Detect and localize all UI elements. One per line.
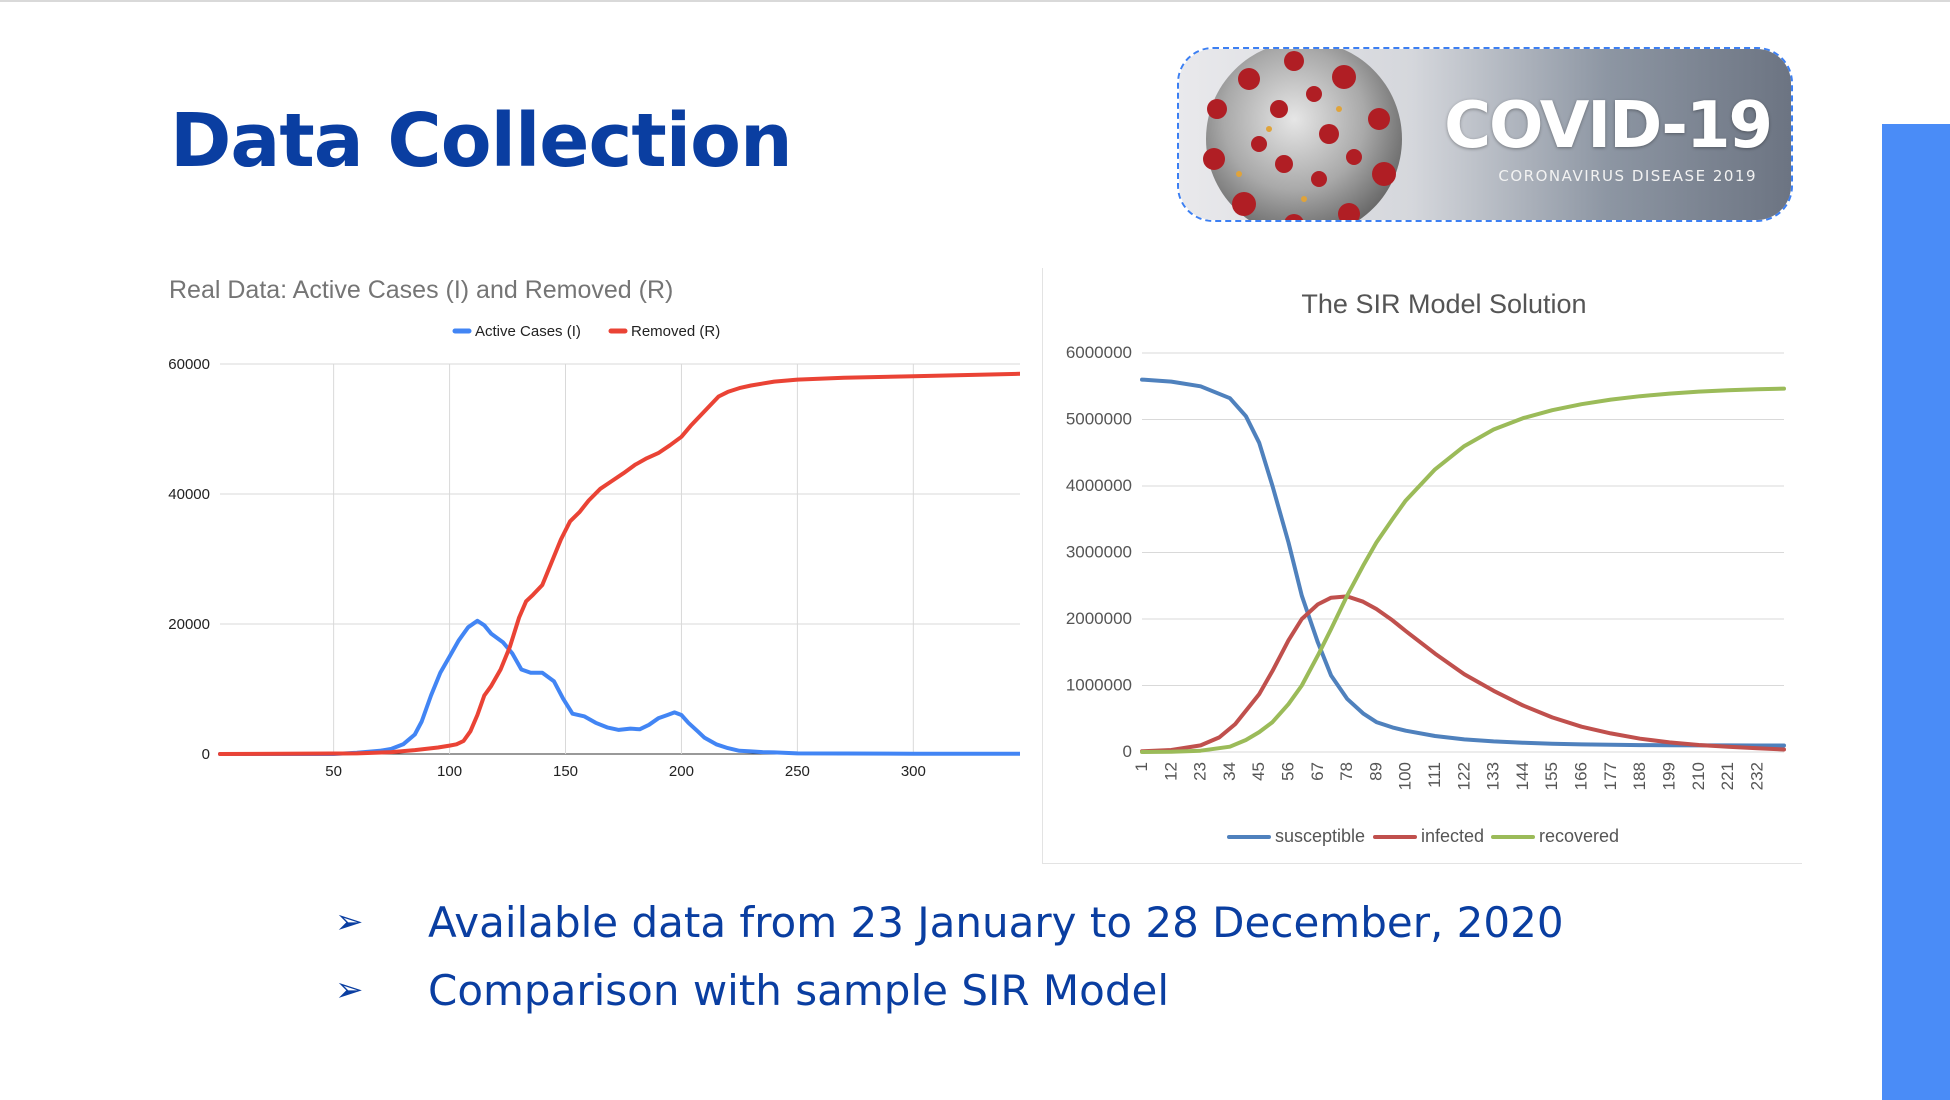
covid-banner-image: COVID-19 CORONAVIRUS DISEASE 2019 [1177, 47, 1793, 222]
x-tick-label: 50 [325, 763, 342, 780]
series-line-removed-r [218, 371, 1020, 756]
x-tick-label: 166 [1572, 762, 1591, 790]
x-tick-label: 221 [1718, 762, 1737, 790]
x-tick-label: 122 [1454, 762, 1473, 790]
chart-title: The SIR Model Solution [1301, 289, 1586, 319]
x-tick-label: 45 [1249, 762, 1268, 781]
y-tick-label: 2000000 [1066, 609, 1132, 628]
y-tick-label: 0 [202, 746, 210, 763]
legend-label: recovered [1539, 826, 1619, 846]
x-tick-label: 56 [1279, 762, 1298, 781]
x-tick-label: 250 [785, 763, 810, 780]
arrow-bullet-icon: ➢ [335, 902, 364, 942]
y-tick-label: 1000000 [1066, 676, 1132, 695]
x-tick-label: 200 [669, 763, 694, 780]
x-tick-label: 210 [1689, 762, 1708, 790]
x-tick-label: 144 [1513, 762, 1532, 790]
y-tick-label: 3000000 [1066, 543, 1132, 562]
y-tick-label: 5000000 [1066, 410, 1132, 429]
y-tick-label: 60000 [168, 356, 210, 373]
sir-chart-frame [1042, 268, 1802, 864]
y-tick-label: 4000000 [1066, 476, 1132, 495]
y-tick-label: 6000000 [1066, 343, 1132, 362]
x-tick-label: 67 [1308, 762, 1327, 781]
legend-label: Active Cases (I) [475, 323, 581, 340]
series-line-infected [1140, 594, 1786, 754]
series-line-active-cases-i [218, 618, 1020, 756]
x-tick-label: 89 [1366, 762, 1385, 781]
banner-title: COVID-19 [1444, 89, 1773, 163]
chart-title: Real Data: Active Cases (I) and Removed … [169, 276, 673, 304]
legend-label: infected [1421, 826, 1484, 846]
arrow-bullet-icon: ➢ [335, 970, 364, 1010]
legend-label: Removed (R) [631, 323, 720, 340]
x-tick-label: 232 [1747, 762, 1766, 790]
x-tick-label: 155 [1542, 762, 1561, 790]
top-divider [0, 0, 1950, 2]
x-tick-label: 100 [1396, 762, 1415, 790]
series-line-recovered [1140, 386, 1786, 754]
x-tick-label: 12 [1161, 762, 1180, 781]
page-title: Data Collection [170, 98, 793, 184]
accent-bar [1882, 124, 1950, 1100]
real-data-chart: Real Data: Active Cases (I) and Removed … [168, 276, 1020, 780]
x-tick-label: 133 [1484, 762, 1503, 790]
x-tick-label: 111 [1425, 762, 1444, 788]
sir-model-chart: The SIR Model Solution 0 1000000 2000000 300… [1066, 289, 1786, 846]
bullet-text: Available data from 23 January to 28 Dec… [428, 898, 1564, 947]
x-tick-label: 199 [1659, 762, 1678, 790]
banner-subtitle: CORONAVIRUS DISEASE 2019 [1498, 167, 1757, 185]
x-tick-label: 23 [1191, 762, 1210, 781]
y-tick-label: 0 [1123, 742, 1132, 761]
x-tick-label: 34 [1220, 762, 1239, 781]
x-tick-label: 177 [1601, 762, 1620, 790]
coronavirus-icon [1203, 49, 1402, 220]
x-tick-label: 300 [901, 763, 926, 780]
x-tick-label: 150 [553, 763, 578, 780]
bullet-text: Comparison with sample SIR Model [428, 966, 1170, 1015]
y-tick-label: 40000 [168, 486, 210, 503]
x-tick-label: 100 [437, 763, 462, 780]
x-tick-label: 1 [1132, 762, 1151, 771]
series-line-susceptible [1140, 377, 1786, 748]
x-tick-label: 78 [1337, 762, 1356, 781]
legend-label: susceptible [1275, 826, 1365, 846]
y-tick-label: 20000 [168, 616, 210, 633]
x-tick-label: 188 [1630, 762, 1649, 790]
